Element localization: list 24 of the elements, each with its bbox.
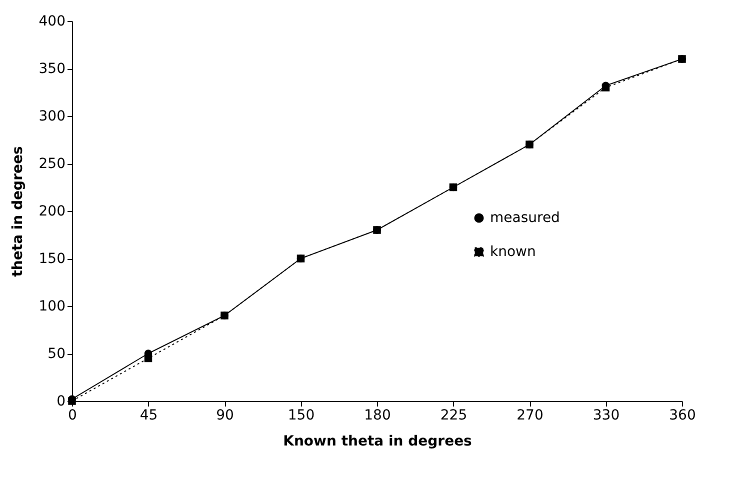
y-axis-title: theta in degrees bbox=[10, 146, 26, 277]
x-tick-label: 180 bbox=[364, 408, 391, 424]
y-tick-label: 300 bbox=[38, 108, 66, 124]
x-tick-label: 90 bbox=[216, 408, 234, 424]
y-tick-label: 50 bbox=[48, 346, 66, 362]
x-tick-label: 330 bbox=[592, 408, 620, 424]
x-tick-label: 150 bbox=[288, 408, 315, 424]
x-axis-title: Known theta in degrees bbox=[283, 434, 472, 450]
x-tick-label: 270 bbox=[516, 408, 544, 424]
x-tick-label: 360 bbox=[669, 408, 696, 424]
y-tick-label: 0 bbox=[56, 394, 66, 410]
x-tick-label: 45 bbox=[140, 408, 158, 424]
y-tick-label: 150 bbox=[38, 251, 66, 267]
y-tick-label: 350 bbox=[38, 61, 66, 77]
x-tick-label: 0 bbox=[68, 408, 77, 424]
point bbox=[449, 183, 458, 192]
legend-label: known bbox=[490, 244, 536, 260]
point bbox=[144, 354, 152, 362]
y-tick-label: 200 bbox=[38, 204, 66, 220]
legend-label: measured bbox=[490, 210, 560, 226]
y-tick-label: 400 bbox=[38, 14, 66, 30]
x-tick-label: 225 bbox=[440, 408, 468, 424]
y-tick-label: 100 bbox=[38, 298, 66, 314]
y-tick-label: 250 bbox=[38, 156, 66, 172]
